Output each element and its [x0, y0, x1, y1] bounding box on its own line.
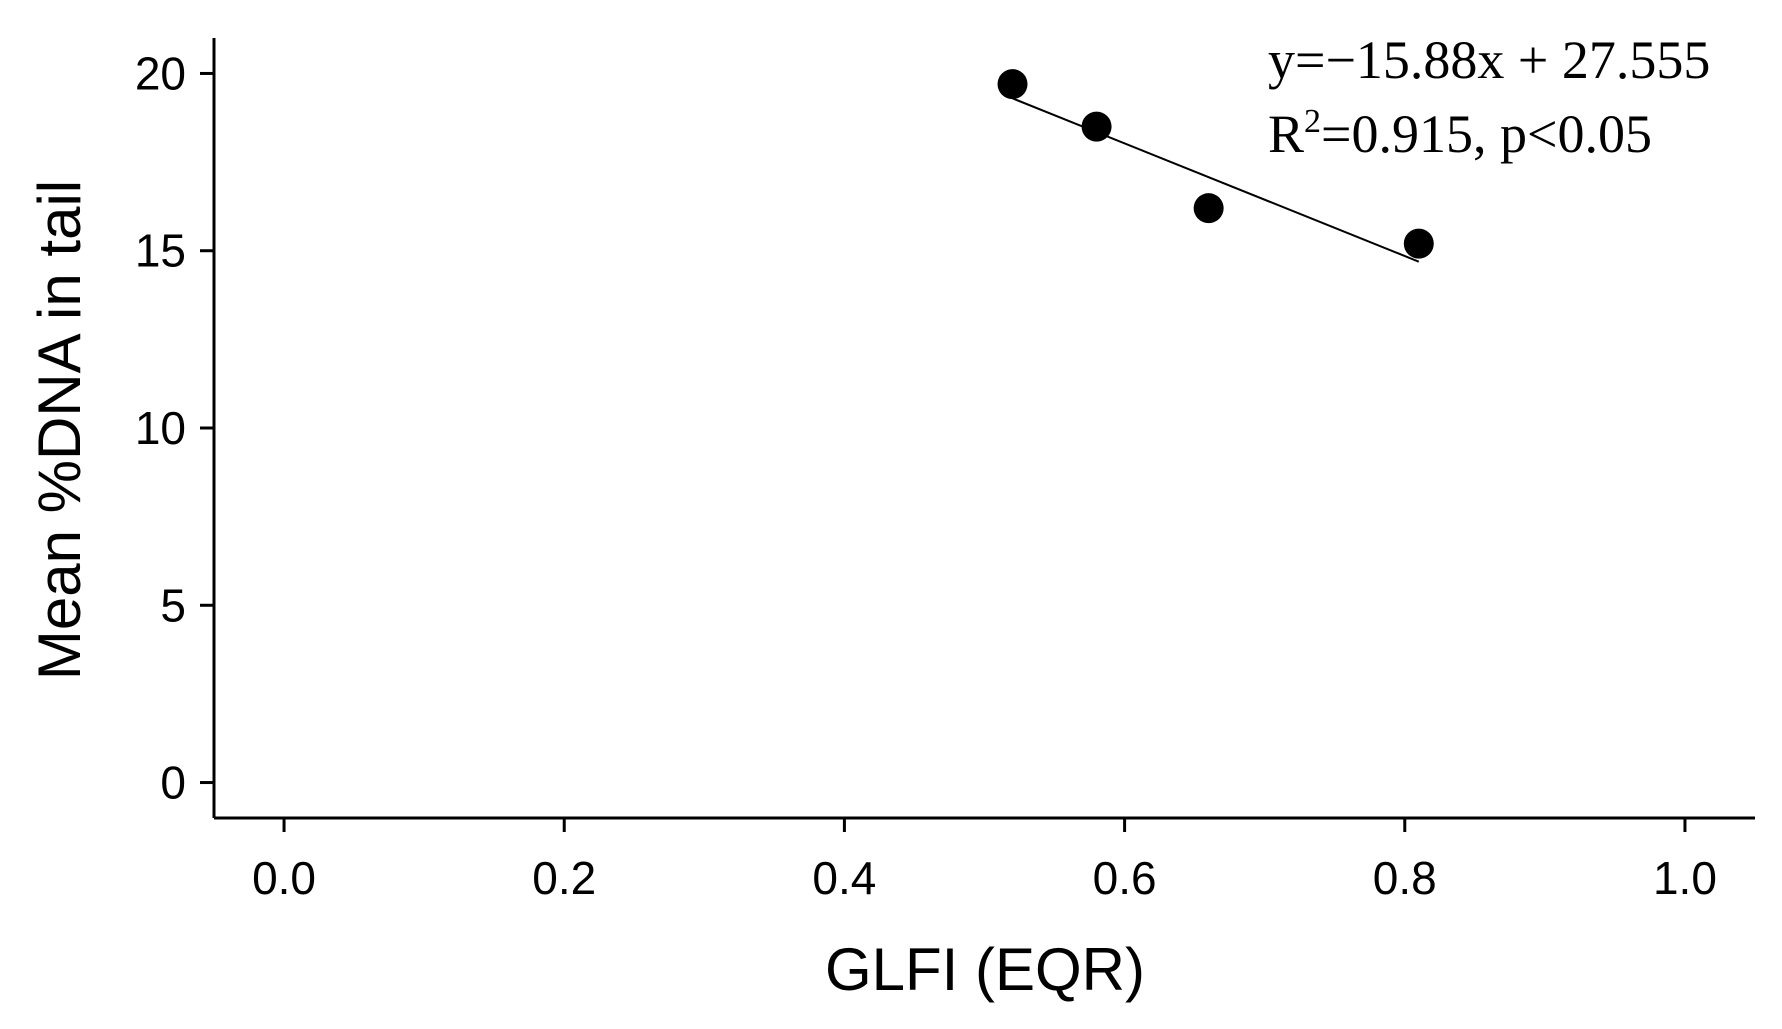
y-axis-title: Mean %DNA in tail	[26, 180, 93, 680]
x-ticks: 0.0 0.2 0.4 0.6 0.8 1.0	[252, 818, 1717, 904]
y-tick-label: 10	[135, 402, 186, 454]
data-points	[997, 69, 1434, 259]
y-tick-label: 0	[160, 757, 186, 809]
data-point	[1193, 193, 1224, 224]
trendline-group	[1012, 97, 1420, 263]
x-tick-label: 0.0	[252, 852, 316, 904]
x-tick-label: 0.4	[812, 852, 876, 904]
axes: 0 5 10 15 20 0.0 0.2 0.4 0.6 0.8 1.0	[135, 38, 1755, 904]
r2-rest: =0.915, p<0.05	[1321, 104, 1652, 164]
x-tick-label: 0.6	[1093, 852, 1157, 904]
y-tick-label: 15	[135, 225, 186, 277]
y-tick-label: 5	[160, 579, 186, 631]
r2-prefix: R	[1268, 104, 1304, 164]
trendline	[1012, 97, 1420, 263]
x-axis-title: GLFI (EQR)	[825, 936, 1145, 1003]
data-point	[1403, 228, 1434, 259]
y-tick-label: 20	[135, 47, 186, 99]
y-ticks: 0 5 10 15 20	[135, 47, 214, 809]
r2-superscript: 2	[1304, 103, 1321, 140]
data-point	[1081, 111, 1112, 142]
x-tick-label: 1.0	[1653, 852, 1717, 904]
x-tick-label: 0.2	[532, 852, 596, 904]
x-tick-label: 0.8	[1373, 852, 1437, 904]
r-squared-label: R2=0.915, p<0.05	[1268, 103, 1652, 164]
data-point	[997, 69, 1028, 100]
regression-equation: y=−15.88x + 27.555	[1268, 30, 1710, 90]
